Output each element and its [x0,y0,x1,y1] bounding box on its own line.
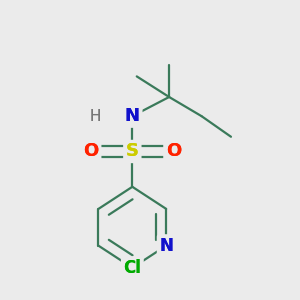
Text: H: H [90,109,101,124]
Text: S: S [126,142,139,160]
Text: S: S [126,142,139,160]
Text: N: N [125,107,140,125]
Text: O: O [83,142,99,160]
Text: N: N [125,107,140,125]
Text: O: O [83,142,99,160]
Text: Cl: Cl [123,259,141,277]
Text: Cl: Cl [123,259,141,277]
Text: O: O [166,142,181,160]
Text: O: O [166,142,181,160]
Text: N: N [159,237,173,255]
Text: H: H [90,109,101,124]
Text: N: N [159,237,173,255]
